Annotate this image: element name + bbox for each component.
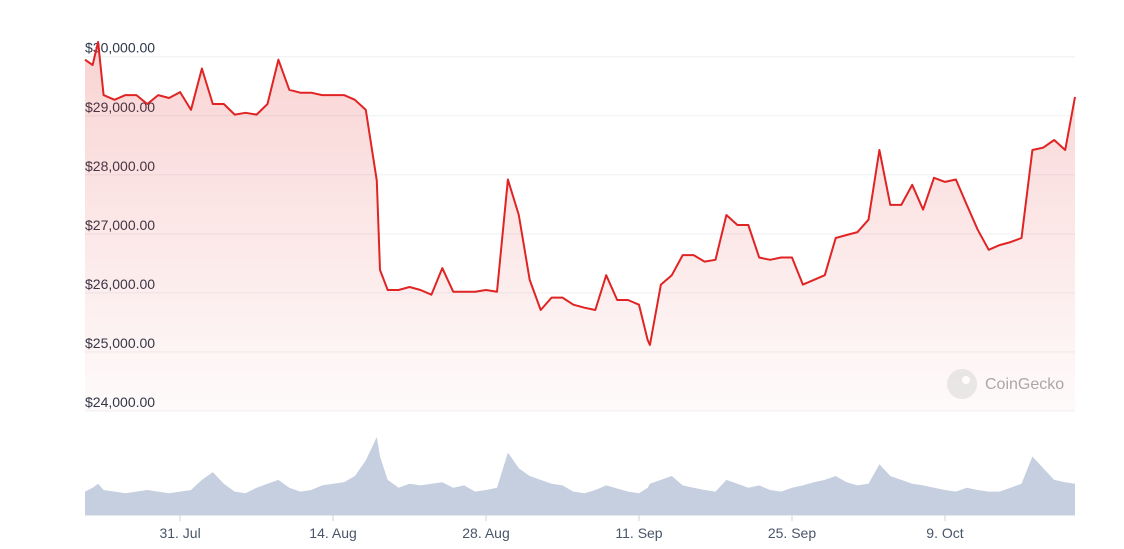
x-tick-label: 25. Sep bbox=[768, 525, 816, 541]
x-tick-label: 11. Sep bbox=[615, 525, 662, 541]
x-tick-label: 9. Oct bbox=[926, 525, 963, 541]
x-tick-label: 14. Aug bbox=[309, 525, 357, 541]
logo-eye bbox=[962, 376, 970, 384]
watermark: CoinGecko bbox=[947, 369, 1064, 399]
logo bbox=[947, 369, 977, 399]
x-tick-label: 31. Jul bbox=[159, 525, 200, 541]
y-tick-label: $30,000.00 bbox=[85, 40, 155, 56]
price-area bbox=[85, 42, 1075, 411]
volume-area bbox=[85, 437, 1075, 515]
watermark-text: CoinGecko bbox=[985, 376, 1064, 393]
price-line bbox=[84, 41, 1076, 346]
x-tick-label: 28. Aug bbox=[462, 525, 510, 541]
